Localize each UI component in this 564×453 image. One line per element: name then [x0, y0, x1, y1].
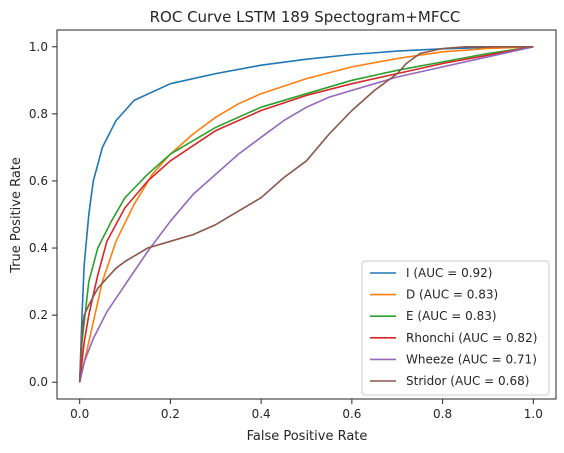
- series-line-1: [78, 46, 534, 383]
- legend-label-2: E (AUC = 0.83): [406, 309, 497, 323]
- x-axis-ticks: 0.0 0.2 0.4 0.6 0.8 1.0: [70, 399, 543, 421]
- x-tick-label: 0.4: [252, 407, 271, 421]
- y-tick-label: 0.2: [29, 308, 48, 322]
- series-line-2: [78, 46, 534, 383]
- y-tick-label: 0.0: [29, 375, 48, 389]
- y-tick-label: 1.0: [29, 40, 48, 54]
- y-tick-label: 0.6: [29, 174, 48, 188]
- series-line-5: [78, 46, 534, 383]
- series-line-4: [78, 46, 534, 383]
- x-tick-label: 0.2: [161, 407, 180, 421]
- series-lines: [78, 46, 534, 383]
- x-tick-label: 0.0: [70, 407, 89, 421]
- series-line-0: [78, 46, 534, 383]
- legend-label-0: I (AUC = 0.92): [406, 266, 493, 280]
- x-tick-label: 1.0: [524, 407, 543, 421]
- legend: I (AUC = 0.92) D (AUC = 0.83) E (AUC = 0.8…: [361, 260, 550, 396]
- x-tick-label: 0.8: [433, 407, 452, 421]
- legend-label-4: Wheeze (AUC = 0.71): [406, 352, 537, 366]
- y-tick-label: 0.8: [29, 107, 48, 121]
- legend-label-5: Stridor (AUC = 0.68): [406, 374, 529, 388]
- chart-title: ROC Curve LSTM 189 Spectogram+MFCC: [150, 8, 461, 26]
- x-tick-label: 0.6: [342, 407, 361, 421]
- y-tick-label: 0.4: [29, 241, 48, 255]
- legend-label-1: D (AUC = 0.83): [406, 288, 498, 302]
- y-axis-label: True Positive Rate: [9, 157, 24, 274]
- y-axis-ticks: 0.0 0.2 0.4 0.6 0.8 1.0: [29, 40, 57, 389]
- legend-box: [361, 260, 550, 396]
- legend-label-3: Rhonchi (AUC = 0.82): [406, 331, 537, 345]
- series-line-3: [78, 46, 534, 383]
- x-axis-label: False Positive Rate: [247, 429, 368, 444]
